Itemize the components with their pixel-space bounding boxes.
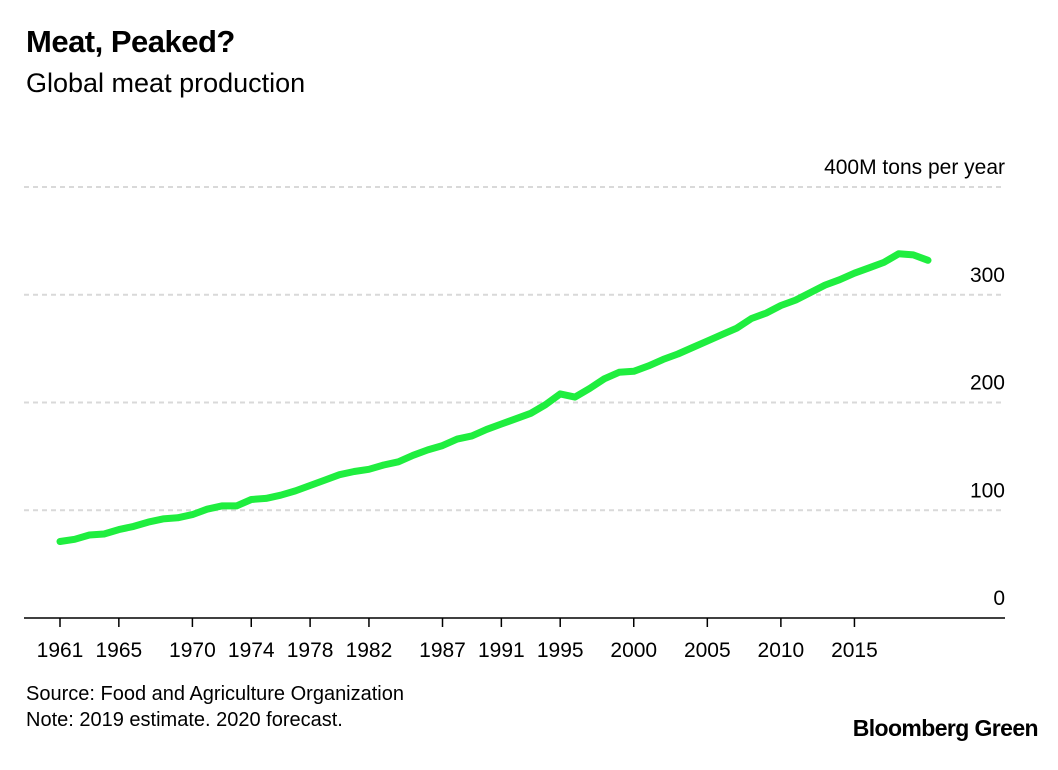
data-point-2017 bbox=[881, 259, 887, 265]
data-point-1982 bbox=[366, 466, 372, 472]
x-tick-label-2000: 2000 bbox=[610, 639, 657, 662]
y-axis-tick-labels: 0 100 200 300 400M tons per year bbox=[824, 156, 1005, 610]
data-point-2013 bbox=[822, 282, 828, 288]
data-point-1979 bbox=[322, 477, 328, 483]
x-tick-label-1961: 1961 bbox=[37, 639, 84, 662]
data-point-1983 bbox=[381, 462, 387, 468]
y-tick-label-0: 0 bbox=[993, 587, 1005, 610]
data-point-1968 bbox=[160, 516, 166, 522]
data-point-1972 bbox=[219, 503, 225, 509]
data-point-2009 bbox=[763, 310, 769, 316]
x-tick-label-2010: 2010 bbox=[758, 639, 805, 662]
data-point-1997 bbox=[587, 385, 593, 391]
data-point-2005 bbox=[704, 338, 710, 344]
x-tick-label-1987: 1987 bbox=[419, 639, 466, 662]
data-point-1995 bbox=[557, 391, 563, 397]
data-point-1966 bbox=[131, 523, 137, 529]
data-point-1993 bbox=[528, 410, 534, 416]
data-point-1975 bbox=[263, 495, 269, 501]
data-point-1970 bbox=[189, 512, 195, 518]
data-point-1978 bbox=[307, 482, 313, 488]
y-tick-label-300: 300 bbox=[970, 264, 1005, 287]
chart-title: Meat, Peaked? bbox=[26, 24, 235, 59]
series-line-meat-production bbox=[56, 250, 932, 545]
grid-lines bbox=[24, 186, 1005, 512]
data-point-1996 bbox=[572, 394, 578, 400]
data-point-2010 bbox=[778, 303, 784, 309]
data-point-2011 bbox=[793, 297, 799, 303]
data-point-2004 bbox=[690, 345, 696, 351]
data-point-1977 bbox=[292, 488, 298, 494]
data-point-2007 bbox=[734, 325, 740, 331]
data-point-1981 bbox=[351, 468, 357, 474]
data-point-2003 bbox=[675, 351, 681, 357]
data-point-1962 bbox=[72, 536, 78, 542]
data-point-2002 bbox=[660, 356, 666, 362]
data-point-2015 bbox=[851, 270, 857, 276]
y-tick-label-100: 100 bbox=[970, 479, 1005, 502]
y-tick-label-200: 200 bbox=[970, 372, 1005, 395]
x-axis: 1961 1965 1970 1974 1978 1982 1987 1991 1995 2000… bbox=[37, 618, 878, 662]
data-point-1984 bbox=[395, 459, 401, 465]
data-point-1998 bbox=[601, 376, 607, 382]
data-point-1989 bbox=[469, 433, 475, 439]
data-point-1988 bbox=[454, 436, 460, 442]
data-point-2016 bbox=[866, 265, 872, 271]
x-tick-label-1982: 1982 bbox=[346, 639, 393, 662]
x-tick-label-2015: 2015 bbox=[831, 639, 878, 662]
data-point-2019 bbox=[910, 252, 916, 258]
data-point-2008 bbox=[748, 315, 754, 321]
data-point-1999 bbox=[616, 369, 622, 375]
data-point-1967 bbox=[145, 519, 151, 525]
data-point-1986 bbox=[425, 447, 431, 453]
data-point-1961 bbox=[57, 538, 63, 544]
x-tick-label-1965: 1965 bbox=[95, 639, 142, 662]
data-point-2000 bbox=[631, 368, 637, 374]
data-point-1971 bbox=[204, 506, 210, 512]
data-point-1974 bbox=[248, 496, 254, 502]
data-point-1990 bbox=[484, 426, 490, 432]
data-point-1969 bbox=[175, 515, 181, 521]
data-point-1964 bbox=[101, 531, 107, 537]
brand-logo: Bloomberg Green bbox=[852, 715, 1039, 741]
data-point-1963 bbox=[86, 532, 92, 538]
y-tick-label-400: 400M tons per year bbox=[824, 156, 1005, 179]
x-tick-label-1974: 1974 bbox=[228, 639, 275, 662]
data-point-2001 bbox=[645, 363, 651, 369]
x-tick-label-2005: 2005 bbox=[684, 639, 731, 662]
data-point-1965 bbox=[116, 527, 122, 533]
data-point-1991 bbox=[498, 421, 504, 427]
data-point-1987 bbox=[440, 443, 446, 449]
data-point-2020 bbox=[925, 257, 931, 263]
data-point-1992 bbox=[513, 416, 519, 422]
data-point-2006 bbox=[719, 332, 725, 338]
data-point-2018 bbox=[896, 251, 902, 257]
estimate-note: Note: 2019 estimate. 2020 forecast. bbox=[26, 709, 343, 731]
data-point-2012 bbox=[807, 290, 813, 296]
data-point-1973 bbox=[234, 503, 240, 509]
data-point-1985 bbox=[410, 452, 416, 458]
data-point-1980 bbox=[337, 472, 343, 478]
x-tick-label-1970: 1970 bbox=[169, 639, 216, 662]
source-note: Source: Food and Agriculture Organizatio… bbox=[26, 683, 404, 705]
data-point-1994 bbox=[542, 402, 548, 408]
chart-subtitle: Global meat production bbox=[26, 68, 306, 98]
x-tick-label-1991: 1991 bbox=[478, 639, 525, 662]
data-point-2014 bbox=[837, 277, 843, 283]
data-point-1976 bbox=[278, 492, 284, 498]
x-tick-label-1995: 1995 bbox=[537, 639, 584, 662]
x-tick-label-1978: 1978 bbox=[287, 639, 334, 662]
